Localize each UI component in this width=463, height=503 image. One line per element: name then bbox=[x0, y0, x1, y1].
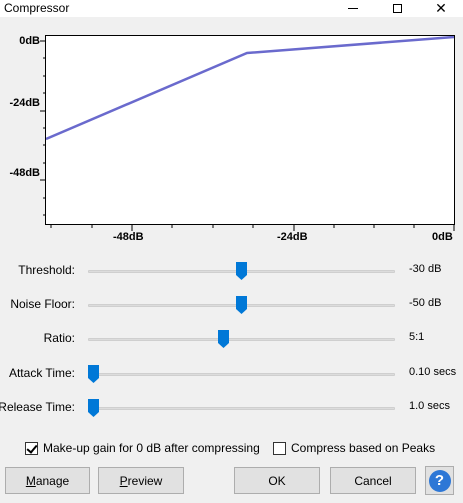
release-time-label: Release Time: bbox=[0, 400, 75, 414]
release-time-value: 1.0 secs bbox=[409, 400, 450, 412]
help-label: ? bbox=[434, 472, 445, 489]
attack-time-value: 0.10 secs bbox=[409, 366, 457, 378]
attack-time-label: Attack Time: bbox=[8, 366, 75, 380]
ratio-slider-thumb[interactable] bbox=[218, 330, 230, 348]
preview-label: review bbox=[127, 473, 163, 488]
threshold-label: Threshold: bbox=[18, 263, 75, 277]
compression-curve bbox=[46, 36, 455, 141]
compression-graph: 0dB -24dB -48dB -48dB -24dB 0dB bbox=[0, 18, 463, 250]
y-axis-ticks bbox=[40, 40, 46, 216]
attack-time-slider-thumb[interactable] bbox=[88, 365, 99, 383]
ratio-slider-track[interactable] bbox=[88, 338, 395, 341]
minimize-icon bbox=[348, 8, 358, 9]
minimize-button[interactable] bbox=[331, 0, 375, 17]
threshold-value: -30 dB bbox=[409, 263, 442, 275]
help-button[interactable]: ? bbox=[425, 466, 454, 495]
threshold-slider-thumb[interactable] bbox=[236, 262, 247, 280]
ratio-row: Ratio: 5:1 bbox=[0, 327, 463, 351]
x-tick-0db: 0dB bbox=[432, 231, 453, 243]
graph-plot bbox=[45, 35, 455, 225]
maximize-icon bbox=[392, 4, 402, 13]
makeup-gain-checkbox[interactable] bbox=[25, 441, 38, 455]
attack-time-slider-track[interactable] bbox=[88, 373, 395, 376]
y-tick-0db: 0dB bbox=[19, 35, 40, 47]
y-tick-minus24db: -24dB bbox=[9, 97, 40, 109]
ratio-label: Ratio: bbox=[43, 331, 75, 345]
title-bar: Compressor ✕ bbox=[0, 0, 463, 17]
makeup-gain-option[interactable]: Make-up gain for 0 dB after compressing bbox=[25, 440, 260, 456]
x-axis-ticks bbox=[50, 225, 455, 231]
close-icon: ✕ bbox=[435, 0, 447, 16]
help-icon: ? bbox=[428, 469, 451, 492]
close-button[interactable]: ✕ bbox=[419, 0, 463, 17]
peaks-label: Compress based on Peaks bbox=[291, 441, 436, 455]
noise-floor-value: -50 dB bbox=[409, 297, 442, 309]
ratio-value: 5:1 bbox=[409, 331, 425, 343]
threshold-row: Threshold: -30 dB bbox=[0, 259, 463, 283]
cancel-label: Cancel bbox=[354, 473, 392, 488]
ok-button[interactable]: OK bbox=[234, 467, 320, 494]
noise-floor-label: Noise Floor: bbox=[10, 297, 75, 311]
attack-time-row: Attack Time: 0.10 secs bbox=[0, 362, 463, 386]
peaks-option[interactable]: Compress based on Peaks bbox=[273, 440, 435, 456]
noise-floor-slider-thumb[interactable] bbox=[236, 296, 247, 314]
release-time-row: Release Time: 1.0 secs bbox=[0, 396, 463, 420]
manage-access-key: M bbox=[25, 473, 36, 488]
manage-label: anage bbox=[35, 473, 70, 488]
makeup-gain-label: Make-up gain for 0 dB after compressing bbox=[43, 441, 260, 455]
peaks-checkbox[interactable] bbox=[273, 441, 286, 455]
noise-floor-row: Noise Floor: -50 dB bbox=[0, 293, 463, 317]
y-tick-minus48db: -48dB bbox=[9, 167, 40, 179]
window-title: Compressor bbox=[4, 1, 70, 15]
ok-label: OK bbox=[268, 473, 286, 488]
release-time-slider-track[interactable] bbox=[88, 407, 395, 410]
maximize-button[interactable] bbox=[375, 0, 419, 17]
x-tick-minus48db: -48dB bbox=[113, 231, 144, 243]
preview-access-key: P bbox=[119, 473, 128, 488]
cancel-button[interactable]: Cancel bbox=[330, 467, 416, 494]
x-tick-minus24db: -24dB bbox=[277, 231, 308, 243]
release-time-slider-thumb[interactable] bbox=[88, 399, 99, 417]
compression-curve-svg bbox=[46, 36, 455, 141]
